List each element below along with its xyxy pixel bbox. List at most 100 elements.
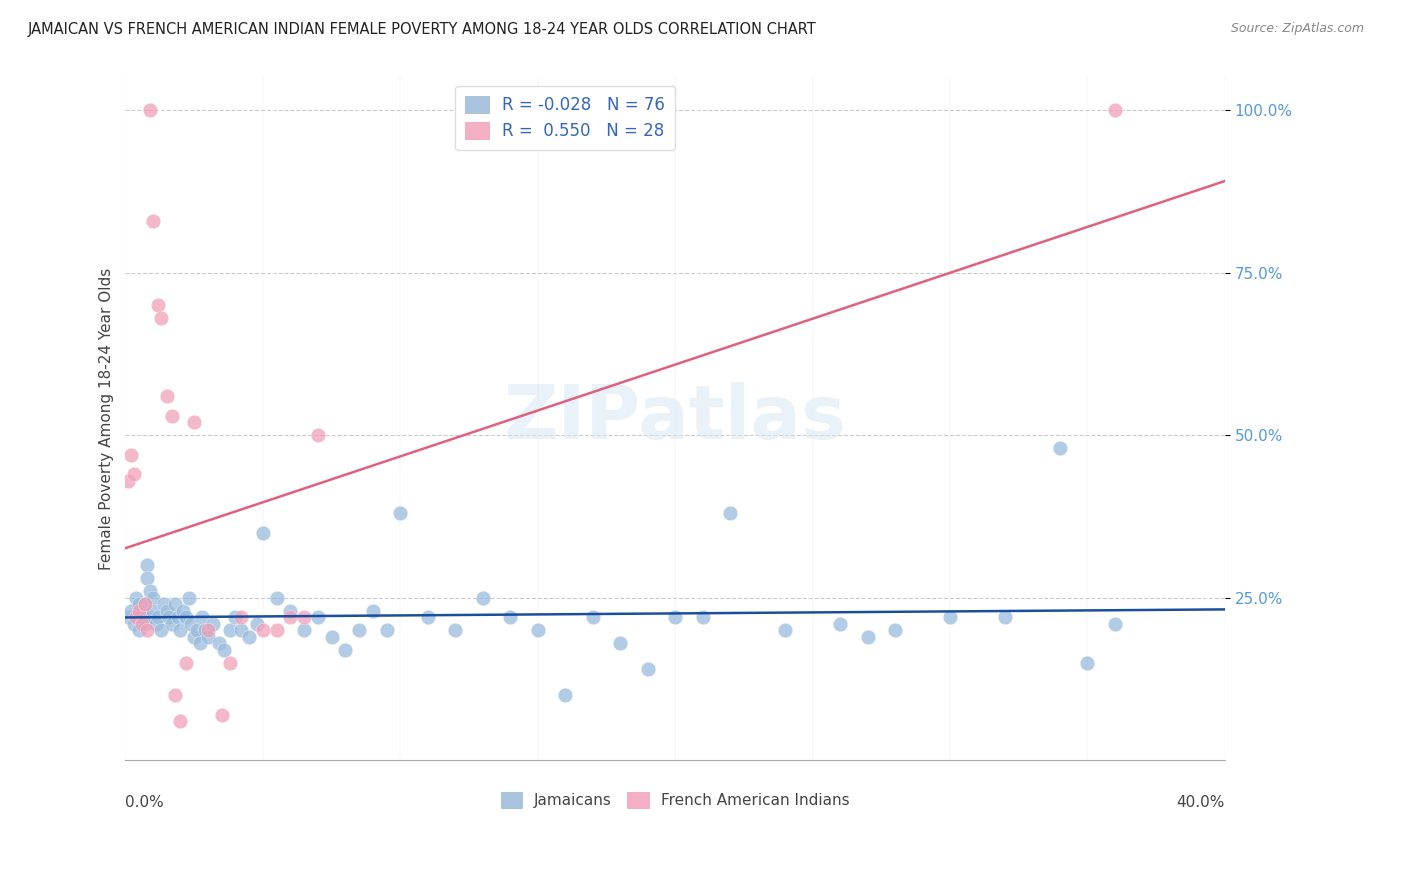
Point [142, 604, 165, 618]
Point [134, 597, 156, 611]
Point [692, 610, 714, 624]
Point [389, 506, 412, 520]
Point [166, 610, 188, 624]
Point [266, 591, 288, 605]
Point [145, 616, 167, 631]
Point [120, 604, 142, 618]
Text: 0.0%: 0.0% [125, 795, 165, 810]
Point [128, 624, 150, 638]
Point [139, 584, 162, 599]
Point [139, 103, 162, 117]
Point [214, 642, 236, 657]
Point [416, 610, 439, 624]
Point [169, 624, 191, 638]
Point [229, 624, 252, 638]
Point [156, 389, 179, 403]
Point [180, 616, 202, 631]
Point [160, 616, 183, 631]
Point [194, 624, 217, 638]
Point [219, 624, 242, 638]
Point [139, 610, 162, 624]
Point [582, 610, 605, 624]
Point [142, 591, 165, 605]
Point [246, 616, 269, 631]
Point [202, 616, 225, 631]
Point [183, 630, 205, 644]
Point [252, 525, 274, 540]
Point [499, 610, 522, 624]
Point [150, 311, 173, 326]
Point [637, 662, 659, 676]
Point [128, 597, 150, 611]
Point [128, 604, 150, 618]
Point [856, 630, 879, 644]
Point [163, 597, 186, 611]
Point [828, 616, 851, 631]
Point [148, 298, 170, 312]
Point [219, 656, 242, 670]
Point [197, 624, 219, 638]
Point [156, 604, 179, 618]
Point [266, 624, 288, 638]
Point [718, 506, 741, 520]
Point [125, 610, 148, 624]
Point [526, 624, 548, 638]
Point [939, 610, 962, 624]
Point [224, 610, 246, 624]
Point [292, 624, 315, 638]
Text: ZIPatlas: ZIPatlas [503, 383, 846, 456]
Point [131, 604, 153, 618]
Point [172, 604, 194, 618]
Point [994, 610, 1017, 624]
Point [238, 630, 260, 644]
Point [444, 624, 467, 638]
Point [160, 409, 183, 423]
Point [153, 597, 176, 611]
Point [191, 610, 214, 624]
Text: Source: ZipAtlas.com: Source: ZipAtlas.com [1230, 22, 1364, 36]
Legend: Jamaicans, French American Indians: Jamaicans, French American Indians [495, 786, 856, 814]
Point [136, 558, 159, 573]
Point [335, 642, 357, 657]
Point [159, 610, 181, 624]
Point [117, 610, 139, 624]
Point [307, 610, 329, 624]
Point [347, 624, 370, 638]
Point [1104, 616, 1126, 631]
Point [134, 616, 156, 631]
Text: 40.0%: 40.0% [1177, 795, 1225, 810]
Point [1104, 103, 1126, 117]
Point [307, 428, 329, 442]
Point [136, 571, 159, 585]
Point [188, 636, 211, 650]
Point [174, 610, 197, 624]
Point [183, 415, 205, 429]
Point [125, 591, 148, 605]
Point [375, 624, 398, 638]
Point [664, 610, 686, 624]
Y-axis label: Female Poverty Among 18-24 Year Olds: Female Poverty Among 18-24 Year Olds [100, 268, 114, 570]
Point [117, 474, 139, 488]
Point [471, 591, 494, 605]
Point [131, 610, 153, 624]
Point [884, 624, 907, 638]
Point [292, 610, 315, 624]
Point [197, 630, 219, 644]
Text: JAMAICAN VS FRENCH AMERICAN INDIAN FEMALE POVERTY AMONG 18-24 YEAR OLDS CORRELAT: JAMAICAN VS FRENCH AMERICAN INDIAN FEMAL… [28, 22, 817, 37]
Point [361, 604, 384, 618]
Point [208, 636, 231, 650]
Point [609, 636, 631, 650]
Point [148, 610, 170, 624]
Point [211, 707, 233, 722]
Point [122, 467, 145, 482]
Point [169, 714, 191, 729]
Point [122, 616, 145, 631]
Point [773, 624, 796, 638]
Point [229, 610, 252, 624]
Point [1049, 441, 1071, 455]
Point [177, 591, 200, 605]
Point [186, 624, 208, 638]
Point [142, 213, 165, 227]
Point [280, 610, 302, 624]
Point [280, 604, 302, 618]
